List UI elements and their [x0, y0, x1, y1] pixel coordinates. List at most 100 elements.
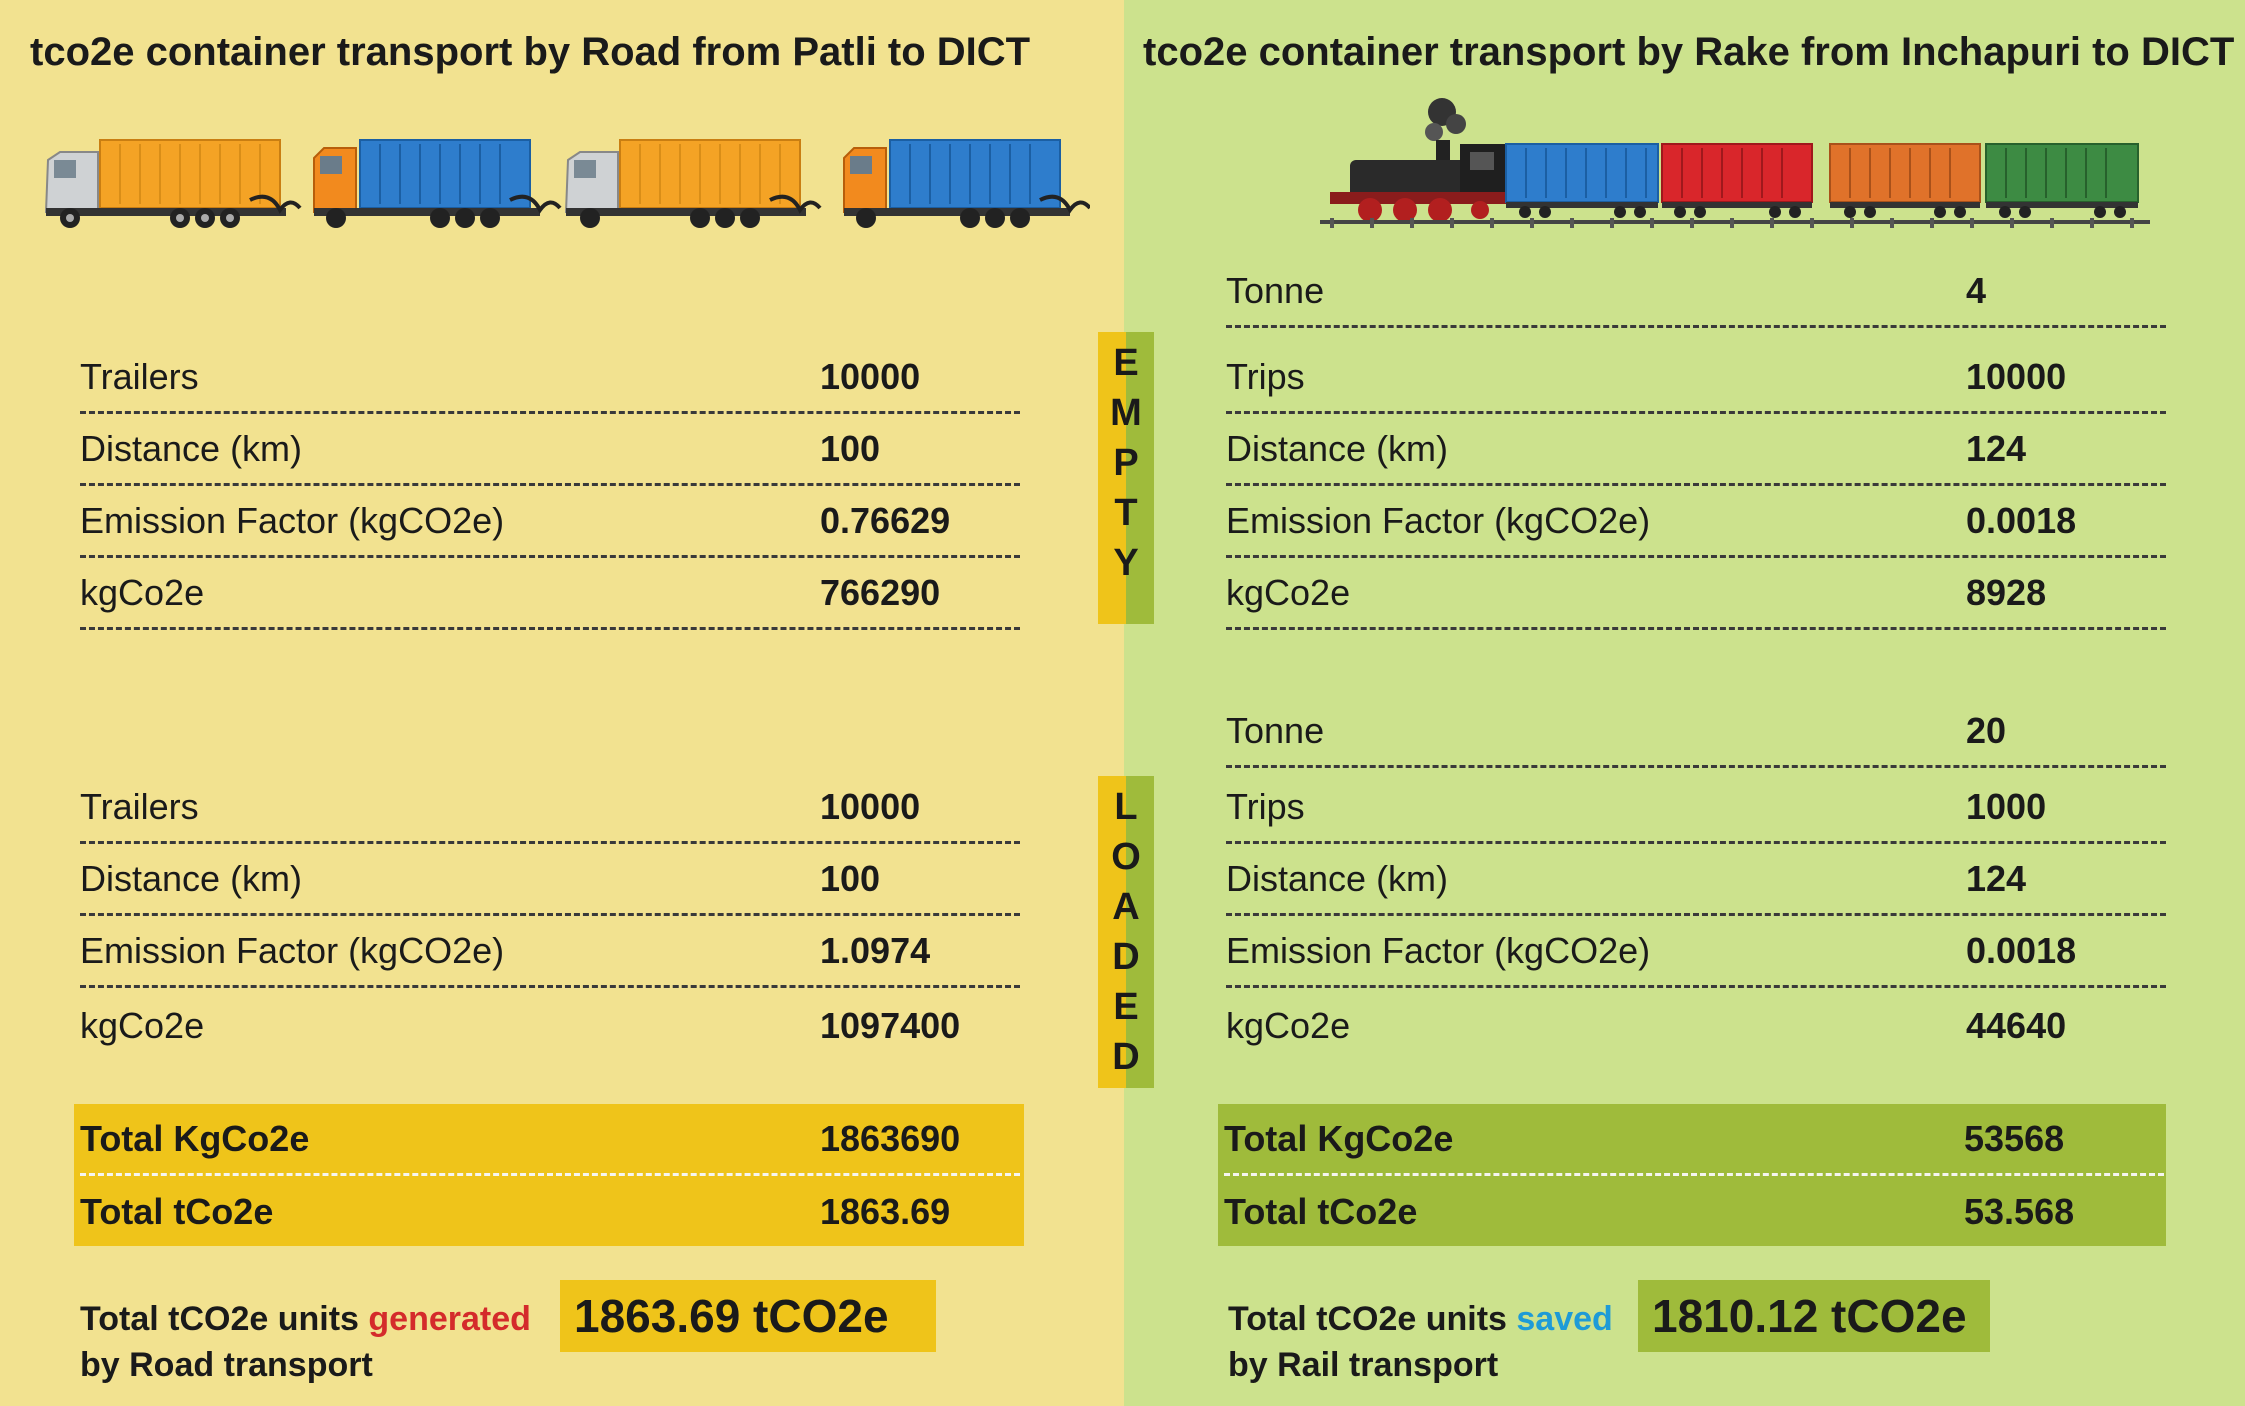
road-title: tco2e container transport by Road from P… [30, 30, 1031, 74]
loaded-letter: D [1112, 1036, 1140, 1078]
loaded-letter: D [1112, 936, 1140, 978]
rail-loaded-row-trips: Trips 1000 [1226, 772, 2166, 844]
row-value: 44640 [1966, 1005, 2067, 1046]
row-value: 1097400 [820, 1005, 961, 1046]
rail-saved-highlight: 1810.12 tCO2e [1638, 1280, 1990, 1352]
road-total-t-row: Total tCo2e 1863.69 [80, 1176, 1020, 1248]
empty-letter: M [1110, 392, 1142, 434]
row-value: 4 [1966, 269, 1987, 311]
rail-totals-box: Total KgCo2e 53568 Total tCo2e 53.568 [1218, 1104, 2166, 1246]
row-label: Emission Factor (kgCO2e) [1226, 929, 1651, 971]
total-value: 1863690 [820, 1117, 961, 1159]
row-label: Tonne [1226, 269, 1325, 311]
row-value: 100 [820, 427, 881, 469]
summary-suffix: by Road transport [80, 1346, 373, 1384]
rail-total-t-row: Total tCo2e 53.568 [1224, 1176, 2164, 1248]
total-label: Total tCo2e [1224, 1191, 1418, 1232]
loaded-letter: L [1114, 786, 1138, 828]
row-value: 124 [1966, 857, 2027, 899]
road-total-kg-row: Total KgCo2e 1863690 [80, 1104, 1020, 1176]
truck-orange-container-icon [564, 139, 822, 228]
row-value: 1.0974 [820, 929, 931, 971]
row-value: 10000 [1966, 355, 2067, 397]
summary-highlight-saved: saved [1516, 1300, 1613, 1338]
row-label: Trips [1226, 785, 1305, 827]
loaded-letter: O [1111, 836, 1141, 878]
road-empty-row-kgco2e: kgCo2e 766290 [80, 558, 1020, 630]
rail-loaded-row-kgco2e: kgCo2e 44640 [1226, 990, 2166, 1062]
empty-letter: E [1113, 342, 1139, 384]
total-value: 53568 [1964, 1117, 2065, 1159]
summary-prefix: Total tCO2e units [80, 1300, 369, 1338]
row-value: 100 [820, 857, 881, 899]
truck-blue-container-icon [313, 139, 562, 228]
row-value: 766290 [820, 571, 941, 613]
blue-container-wagon-icon [1505, 143, 1659, 218]
summary-prefix: Total tCO2e units [1228, 1300, 1517, 1338]
row-label: Tonne [1226, 709, 1325, 751]
row-value: 0.0018 [1966, 499, 2077, 541]
loaded-letter: A [1112, 886, 1140, 928]
rail-loaded-row-tonne: Tonne 20 [1226, 696, 2166, 768]
row-label: Trips [1226, 355, 1305, 397]
total-value: 1863.69 [820, 1191, 951, 1232]
rail-empty-row-tonne: Tonne 4 [1226, 256, 2166, 328]
road-summary: Total tCO2e units generated by Road tran… [80, 1296, 531, 1388]
row-label: Trailers [80, 355, 199, 397]
row-label: Emission Factor (kgCO2e) [80, 929, 505, 971]
green-container-wagon-icon [1985, 143, 2139, 218]
rail-title: tco2e container transport by Rake from I… [1143, 30, 2235, 74]
total-label: Total tCo2e [80, 1191, 274, 1232]
row-value: 124 [1966, 427, 2027, 469]
rail-empty-row-distance: Distance (km) 124 [1226, 414, 2166, 486]
row-value: 1000 [1966, 785, 2047, 827]
rail-loaded-row-distance: Distance (km) 124 [1226, 844, 2166, 916]
row-label: Emission Factor (kgCO2e) [80, 499, 505, 541]
empty-letter: Y [1113, 542, 1139, 584]
empty-letter: T [1114, 492, 1138, 534]
empty-letter: P [1113, 442, 1139, 484]
total-label: Total KgCo2e [80, 1117, 310, 1159]
rail-track-icon [1320, 218, 2150, 228]
summary-suffix: by Rail transport [1228, 1346, 1499, 1384]
road-loaded-row-distance: Distance (km) 100 [80, 844, 1020, 916]
row-label: Distance (km) [1226, 857, 1449, 899]
empty-vertical-label: E M P T Y [1098, 332, 1154, 624]
row-label: Distance (km) [80, 427, 303, 469]
row-label: Distance (km) [80, 857, 303, 899]
loaded-letter: E [1113, 986, 1139, 1028]
row-value: 20 [1966, 709, 2007, 751]
truck-blue-container-icon [843, 139, 1090, 228]
orange-container-wagon-icon [1829, 143, 1981, 218]
road-empty-row-emission-factor: Emission Factor (kgCO2e) 0.76629 [80, 486, 1020, 558]
red-container-wagon-icon [1661, 143, 1813, 218]
total-label: Total KgCo2e [1224, 1117, 1454, 1159]
row-value: 0.0018 [1966, 929, 2077, 971]
rail-loaded-row-emission-factor: Emission Factor (kgCO2e) 0.0018 [1226, 916, 2166, 988]
loaded-vertical-label: L O A D E D [1098, 776, 1154, 1088]
row-value: 10000 [820, 355, 921, 397]
row-value: 0.76629 [820, 499, 951, 541]
total-value: 53.568 [1964, 1191, 2075, 1232]
row-label: Trailers [80, 785, 199, 827]
truck-orange-container-icon [44, 139, 302, 228]
row-label: kgCo2e [80, 571, 205, 613]
road-loaded-row-kgco2e: kgCo2e 1097400 [80, 990, 1020, 1062]
row-value: 8928 [1966, 571, 2047, 613]
road-totals-box: Total KgCo2e 1863690 Total tCo2e 1863.69 [74, 1104, 1024, 1246]
row-label: kgCo2e [1226, 1005, 1351, 1046]
road-total-highlight: 1863.69 tCO2e [560, 1280, 936, 1352]
row-label: kgCo2e [1226, 571, 1351, 613]
rail-empty-row-emission-factor: Emission Factor (kgCO2e) 0.0018 [1226, 486, 2166, 558]
row-label: Emission Factor (kgCO2e) [1226, 499, 1651, 541]
row-label: Distance (km) [1226, 427, 1449, 469]
rail-empty-row-kgco2e: kgCo2e 8928 [1226, 558, 2166, 630]
steam-locomotive-icon [1330, 98, 1510, 222]
road-loaded-row-emission-factor: Emission Factor (kgCO2e) 1.0974 [80, 916, 1020, 988]
summary-highlight-generated: generated [368, 1300, 531, 1338]
rail-empty-row-trips: Trips 10000 [1226, 342, 2166, 414]
road-empty-row-trailers: Trailers 10000 [80, 342, 1020, 414]
row-value: 10000 [820, 785, 921, 827]
rail-total-kg-row: Total KgCo2e 53568 [1224, 1104, 2164, 1176]
train-illustration [1320, 98, 2150, 228]
